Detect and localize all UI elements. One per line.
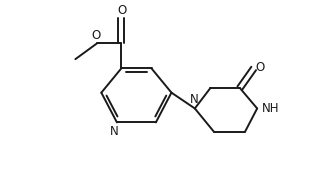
Text: O: O — [118, 4, 127, 17]
Text: O: O — [91, 29, 100, 42]
Text: N: N — [110, 125, 119, 138]
Text: O: O — [255, 61, 265, 74]
Text: NH: NH — [262, 102, 279, 115]
Text: N: N — [190, 93, 199, 106]
